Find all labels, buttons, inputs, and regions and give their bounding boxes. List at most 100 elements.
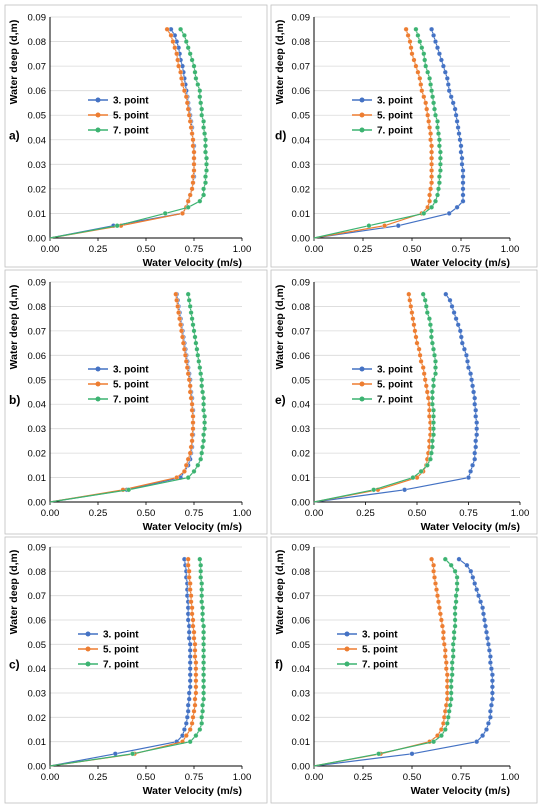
data-point <box>382 223 388 229</box>
legend-label: 5. point <box>103 645 139 656</box>
data-point <box>201 647 207 653</box>
data-point <box>431 346 436 352</box>
data-point <box>186 635 192 641</box>
data-point <box>197 198 203 204</box>
data-point <box>180 334 185 340</box>
data-point <box>448 696 454 702</box>
y-tick-label: 0.02 <box>28 713 47 724</box>
x-tick-label: 1.00 <box>501 244 520 255</box>
data-point <box>489 696 495 702</box>
data-point <box>173 291 179 297</box>
data-point <box>473 438 479 444</box>
data-point <box>174 51 180 57</box>
data-point <box>199 581 205 586</box>
y-tick-label: 0.04 <box>292 664 311 675</box>
data-point <box>436 174 442 180</box>
data-point <box>201 438 207 444</box>
data-point <box>474 739 480 745</box>
data-point <box>189 316 195 322</box>
y-tick-label: 0.01 <box>28 737 47 748</box>
data-point <box>416 346 422 352</box>
data-point <box>468 468 474 474</box>
data-point <box>421 371 427 377</box>
data-point <box>201 186 207 192</box>
x-tick-label: 0.00 <box>41 508 60 519</box>
data-point <box>190 180 196 186</box>
data-point <box>428 328 434 334</box>
y-tick-label: 0.05 <box>28 640 47 651</box>
data-point <box>199 587 205 593</box>
data-point <box>186 574 192 580</box>
y-tick-label: 0.09 <box>28 543 47 554</box>
data-point <box>422 377 428 383</box>
data-point <box>185 204 191 210</box>
chart-panel-b: 0.00 0.01 0.02 0.03 0.04 0.05 0.06 0.07 0.08 0.09… <box>4 269 268 535</box>
data-point <box>472 581 478 586</box>
data-point <box>190 623 196 629</box>
legend-label: 3. point <box>103 630 139 641</box>
y-tick-label: 0.06 <box>28 616 47 627</box>
data-point <box>413 334 419 340</box>
legend-marker <box>359 366 365 372</box>
data-point <box>417 352 423 358</box>
data-point <box>183 462 189 468</box>
chart-panel-c: 0.00 0.01 0.02 0.03 0.04 0.05 0.06 0.07 0.08 0.09… <box>4 536 268 804</box>
data-point <box>429 143 435 149</box>
data-point <box>182 352 188 358</box>
x-axis-title: Water Velocity (m/s) <box>411 257 510 269</box>
data-point <box>183 94 189 100</box>
y-tick-label: 0.06 <box>292 616 311 627</box>
data-point <box>459 161 465 167</box>
data-point <box>185 617 191 623</box>
data-point <box>203 137 208 143</box>
panel-frame <box>4 269 268 535</box>
data-point <box>421 51 427 57</box>
data-point <box>185 371 191 377</box>
y-tick-label: 0.07 <box>292 62 311 73</box>
panel-label: f) <box>275 658 283 672</box>
data-point <box>199 112 205 118</box>
x-tick-label: 0.25 <box>354 244 373 255</box>
data-point <box>180 340 186 346</box>
data-point <box>189 611 195 617</box>
data-point <box>181 88 187 94</box>
data-point <box>422 297 428 303</box>
legend-label: 7. point <box>362 660 398 671</box>
data-point <box>200 605 206 611</box>
y-tick-label: 0.07 <box>292 591 311 602</box>
y-tick-label: 0.01 <box>28 209 47 220</box>
data-point <box>418 82 424 87</box>
data-point <box>201 678 207 684</box>
data-point <box>191 629 197 635</box>
data-point <box>190 322 196 328</box>
y-tick-label: 0.05 <box>28 375 47 386</box>
data-point <box>188 444 194 450</box>
data-point <box>418 468 424 474</box>
data-point <box>470 462 476 468</box>
data-point <box>189 432 195 438</box>
data-point <box>199 714 205 720</box>
data-point <box>438 617 444 623</box>
data-point <box>472 395 478 401</box>
y-tick-label: 0.02 <box>292 184 311 195</box>
x-tick-label: 1.00 <box>233 772 252 783</box>
data-point <box>187 118 193 124</box>
legend-marker <box>85 661 91 667</box>
data-point <box>431 32 437 38</box>
y-tick-label: 0.03 <box>28 689 47 700</box>
data-point <box>179 328 184 334</box>
data-point <box>419 88 425 94</box>
y-tick-label: 0.05 <box>28 111 47 122</box>
data-point <box>195 352 201 358</box>
data-point <box>189 407 195 413</box>
data-point <box>470 383 476 389</box>
data-point <box>440 635 446 641</box>
data-point <box>204 155 209 161</box>
data-point <box>453 112 459 118</box>
y-tick-label: 0.07 <box>292 326 311 337</box>
legend-label: 3. point <box>362 630 398 641</box>
y-axis-title: Water deep (d,m) <box>8 550 20 635</box>
data-point <box>460 186 466 192</box>
data-point <box>185 291 191 297</box>
data-point <box>459 155 465 161</box>
